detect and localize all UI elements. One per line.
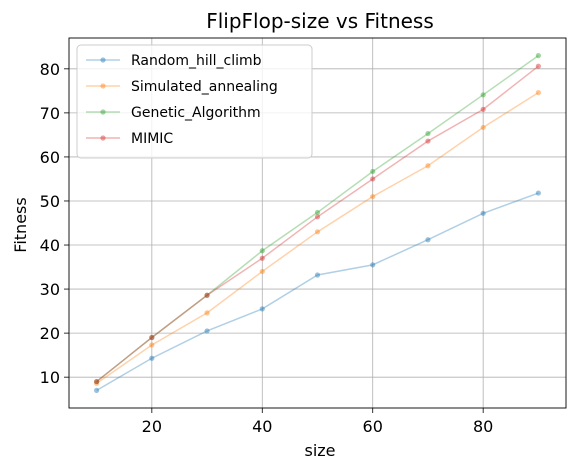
legend-label-simulated-annealing: Simulated_annealing [131, 79, 278, 95]
legend-label-mimic: MIMIC [131, 131, 173, 147]
series-line-random-hill-climb [96, 192, 539, 392]
y-tick-label: 80 [40, 60, 60, 79]
data-point-simulated-annealing [535, 90, 541, 96]
data-point-mimic [425, 138, 431, 144]
data-point-simulated-annealing [259, 268, 265, 275]
y-tick-label: 30 [40, 280, 60, 299]
data-point-genetic-algorithm [535, 53, 541, 59]
x-tick-label: 80 [473, 417, 493, 436]
data-point-genetic-algorithm [314, 209, 321, 216]
data-point-random-hill-climb [149, 355, 155, 361]
data-point-genetic-algorithm [149, 334, 155, 341]
data-point-genetic-algorithm [370, 168, 376, 175]
data-point-genetic-algorithm [204, 292, 210, 298]
data-point-random-hill-climb [535, 190, 541, 196]
data-point-simulated-annealing [370, 193, 376, 200]
x-tick-label: 20 [142, 417, 162, 436]
x-tick-label: 60 [363, 417, 383, 436]
y-tick-label: 60 [40, 148, 60, 167]
legend-marker-random-hill-climb [100, 57, 106, 63]
data-point-simulated-annealing [314, 229, 321, 235]
y-tick-label: 20 [40, 324, 60, 343]
data-point-random-hill-climb [259, 306, 265, 312]
series-line-mimic [96, 65, 539, 383]
data-point-mimic [204, 292, 210, 298]
chart-title: FlipFlop-size vs Fitness [206, 9, 434, 33]
data-point-random-hill-climb [425, 237, 431, 243]
legend-label-random-hill-climb: Random_hill_climb [131, 53, 262, 69]
data-point-random-hill-climb [204, 328, 210, 334]
data-point-simulated-annealing [149, 342, 155, 348]
x-tick-label: 40 [252, 417, 272, 436]
data-point-genetic-algorithm [425, 130, 431, 137]
data-point-simulated-annealing [425, 163, 431, 169]
legend-marker-simulated-annealing [100, 83, 106, 89]
data-point-simulated-annealing [94, 380, 100, 386]
legend-marker-mimic [100, 135, 106, 141]
series-lines [94, 53, 541, 393]
data-point-mimic [370, 176, 376, 182]
data-point-mimic [94, 378, 100, 385]
data-point-mimic [535, 63, 541, 69]
y-tick-label: 40 [40, 236, 60, 255]
data-point-genetic-algorithm [259, 248, 265, 254]
data-point-mimic [149, 334, 155, 341]
y-tick-label: 70 [40, 104, 60, 123]
data-point-genetic-algorithm [480, 92, 486, 98]
data-point-random-hill-climb [314, 272, 321, 278]
plot-frame [68, 37, 567, 409]
x-axis-label: size [304, 441, 335, 460]
y-tick-label: 50 [40, 192, 60, 211]
data-point-simulated-annealing [204, 310, 210, 316]
legend: Random_hill_climb Simulated_annealing Gene… [76, 44, 313, 159]
series-line-genetic-algorithm [96, 55, 539, 383]
data-point-random-hill-climb [480, 210, 486, 216]
data-point-mimic [259, 255, 265, 261]
series-line-simulated-annealing [96, 91, 539, 384]
data-point-genetic-algorithm [94, 378, 100, 385]
legend-box [76, 44, 313, 159]
y-axis-label: Fitness [11, 197, 30, 252]
x-ticks: 20 40 60 80 [142, 408, 493, 436]
legend-marker-genetic-algorithm [100, 109, 106, 115]
data-point-mimic [480, 106, 486, 112]
data-point-mimic [314, 214, 321, 220]
y-tick-label: 10 [40, 368, 60, 387]
legend-label-genetic-algorithm: Genetic_Algorithm [131, 105, 261, 121]
y-ticks: 10 20 30 40 50 60 70 80 [40, 60, 69, 387]
data-point-simulated-annealing [480, 124, 486, 131]
data-point-random-hill-climb [94, 387, 100, 393]
data-point-random-hill-climb [370, 262, 376, 268]
